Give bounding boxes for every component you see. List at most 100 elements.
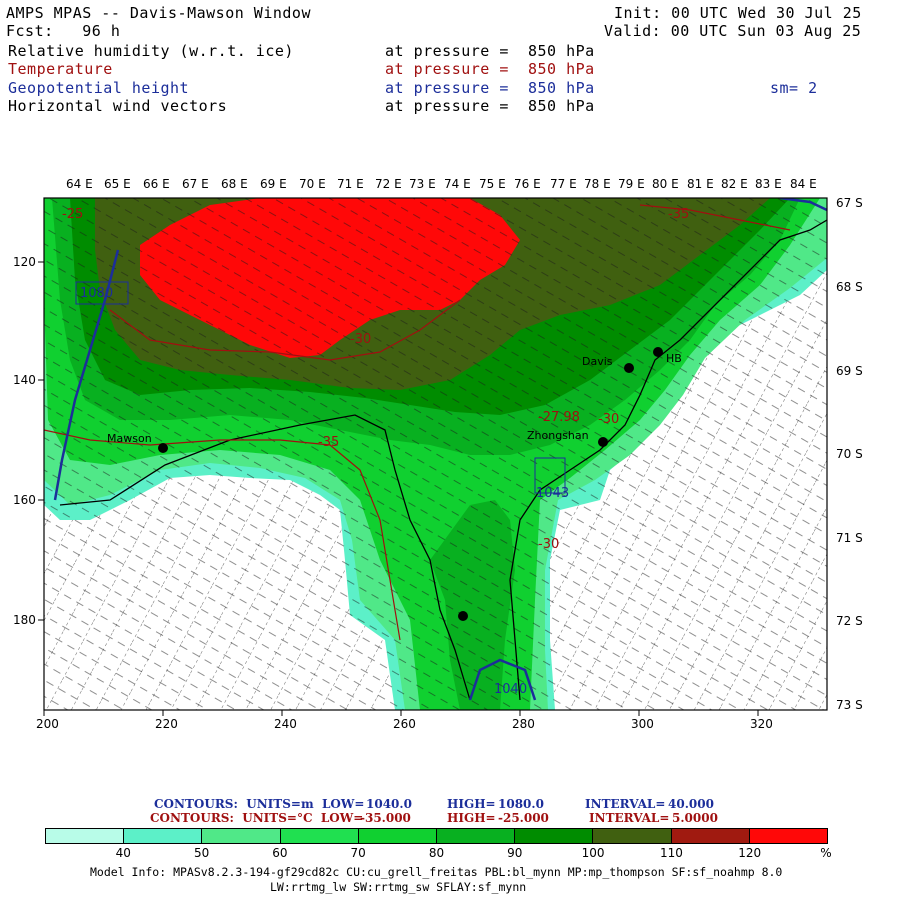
station-marker-hb (653, 347, 663, 357)
colorbar-swatch (46, 829, 125, 843)
model-info-physics: LW:rrtmg_lw SW:rrtmg_sw SFLAY:sf_mynn (270, 880, 527, 894)
station-marker-zhongshan (598, 437, 608, 447)
x-tick-label: 280 (512, 717, 535, 731)
colorbar-label: 90 (507, 846, 523, 860)
lat-label: 67 S (836, 196, 863, 210)
lon-label: 73 E (409, 177, 436, 191)
colorbar-label: 80 (428, 846, 445, 860)
x-tick-label: 200 (36, 717, 59, 731)
colorbar-label: 110 (659, 846, 683, 860)
temp-contour-prefix: CONTOURS: UNITS=°C LOW= (150, 811, 364, 825)
temp-contour-label: -27.98 (538, 410, 580, 425)
lat-label: 72 S (836, 614, 863, 628)
temp-contour-label: -25 (62, 207, 84, 222)
lon-label: 72 E (375, 177, 402, 191)
rh-colorbar (45, 828, 828, 844)
colorbar-swatch (593, 829, 672, 843)
height-contour-high-label: HIGH= (447, 797, 496, 811)
field-temp-name: Temperature (8, 60, 113, 78)
lon-label: 66 E (143, 177, 170, 191)
model-info: Model Info: MPASv8.2.3-194-gf29cd82c CU:… (90, 865, 783, 879)
x-tick-label: 240 (274, 717, 297, 731)
x-tick-label: 300 (631, 717, 654, 731)
field-rh-level: at pressure = 850 hPa (385, 42, 595, 60)
lon-label: 64 E (66, 177, 93, 191)
smoothing-label: sm= 2 (770, 79, 818, 97)
lat-label: 71 S (836, 531, 863, 545)
colorbar-label: 120 (738, 846, 762, 860)
temp-contour-label: -35 (668, 207, 690, 222)
lon-label: 75 E (479, 177, 506, 191)
height-label-box (75, 281, 129, 305)
colorbar-label: 50 (193, 846, 210, 860)
lon-label: 81 E (687, 177, 714, 191)
field-rh-name: Relative humidity (w.r.t. ice) (8, 42, 294, 60)
height-contour-label: 1043 (536, 486, 570, 501)
lon-label: 76 E (514, 177, 541, 191)
colorbar-label: % (820, 846, 832, 860)
coastline (59, 219, 827, 701)
init-time: Init: 00 UTC Wed 30 Jul 25 (614, 4, 862, 22)
temperature-contour (44, 204, 791, 641)
lat-label: 68 S (836, 280, 863, 294)
height-label-box (534, 457, 566, 494)
lon-label: 74 E (444, 177, 471, 191)
lon-label: 77 E (550, 177, 577, 191)
colorbar-swatch (280, 829, 359, 843)
lon-label: 82 E (721, 177, 748, 191)
plot-title: AMPS MPAS -- Davis-Mawson Window (6, 4, 311, 22)
lon-label: 70 E (299, 177, 326, 191)
map-frame (43, 197, 828, 711)
station-label-zhongshan: Zhongshan (527, 429, 589, 442)
colorbar-swatch (671, 829, 750, 843)
station-marker-mawson (158, 443, 168, 453)
colorbar-label: 60 (272, 846, 288, 860)
height-contour-high: 1080.0 (498, 797, 544, 811)
lat-label: 70 S (836, 447, 863, 461)
station-marker-davis (624, 363, 634, 373)
temp-contour-label: -30 (538, 537, 560, 552)
colorbar-swatch (202, 829, 281, 843)
lon-label: 67 E (182, 177, 209, 191)
lat-label: 69 S (836, 364, 863, 378)
lon-label: 65 E (104, 177, 131, 191)
station-marker (458, 611, 468, 621)
field-wind-name: Horizontal wind vectors (8, 97, 228, 115)
wind-vectors (44, 198, 827, 710)
temp-contour-interval: 5.0000 (672, 811, 718, 825)
field-wind-level: at pressure = 850 hPa (385, 97, 595, 115)
colorbar-label: 40 (115, 846, 131, 860)
colorbar-label: 70 (350, 846, 366, 860)
temp-contour-label: -30 (598, 412, 620, 427)
x-tick-label: 320 (750, 717, 773, 731)
height-contour-interval-label: INTERVAL= (585, 797, 666, 811)
colorbar-swatch (124, 829, 203, 843)
station-label-davis: Davis (582, 355, 613, 368)
field-temp-level: at pressure = 850 hPa (385, 60, 595, 78)
temp-contour-interval-label: INTERVAL= (589, 811, 670, 825)
temp-contour-label: -35 (318, 435, 340, 450)
colorbar-swatch (515, 829, 594, 843)
station-label-hb: HB (666, 352, 682, 365)
x-tick-label: 220 (155, 717, 178, 731)
colorbar-swatch (358, 829, 438, 843)
y-tick-label: 180 (13, 613, 36, 627)
lon-label: 69 E (260, 177, 287, 191)
lon-label: 71 E (337, 177, 364, 191)
temp-contour-low: -35.000 (360, 811, 411, 825)
temp-contour-high: -25.000 (498, 811, 549, 825)
height-contour (53, 198, 827, 701)
lon-label: 84 E (790, 177, 817, 191)
y-tick-label: 160 (13, 493, 36, 507)
y-tick-label: 140 (13, 373, 36, 387)
lon-label: 68 E (221, 177, 248, 191)
valid-time: Valid: 00 UTC Sun 03 Aug 25 (604, 22, 862, 40)
height-contour-prefix: CONTOURS: UNITS=m LOW= (154, 797, 365, 811)
lon-label: 80 E (652, 177, 679, 191)
colorbar-label: 100 (581, 846, 605, 860)
height-contour-interval: 40.000 (668, 797, 714, 811)
y-tick-label: 120 (13, 255, 36, 269)
station-label-mawson: Mawson (107, 432, 152, 445)
colorbar-swatch (437, 829, 516, 843)
